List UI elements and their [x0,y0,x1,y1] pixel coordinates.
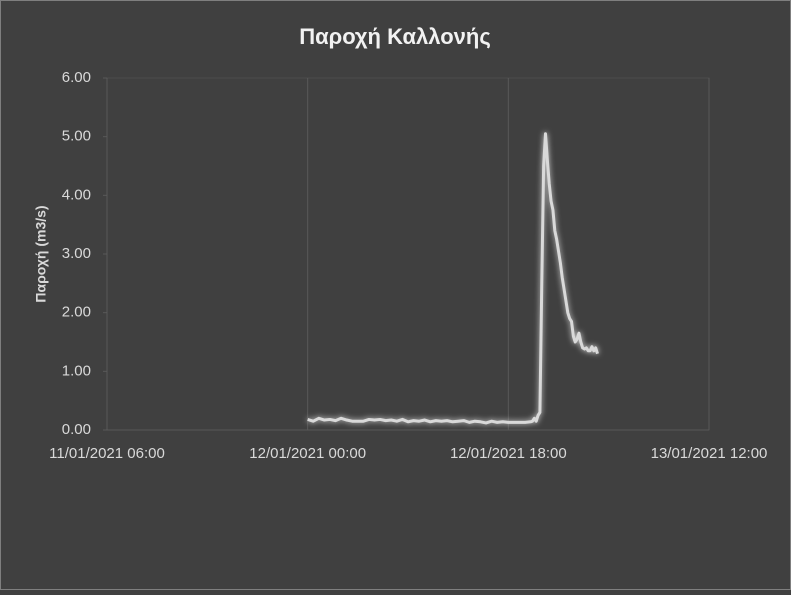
data-line [307,132,599,425]
y-tick-label: 5.00 [62,128,91,145]
y-tick-label: 6.00 [62,69,91,86]
y-axis-title: Παροχή (m3/s) [33,205,49,302]
y-tick-label: 1.00 [62,362,91,379]
x-tick-label: 12/01/2021 00:00 [249,445,366,462]
chart-title: Παροχή Καλλονής [299,24,491,49]
y-tick-label: 4.00 [62,186,91,203]
x-tick-label: 11/01/2021 06:00 [49,445,165,462]
y-tick-label: 3.00 [62,245,91,262]
x-tick-label: 13/01/2021 12:00 [651,445,768,462]
y-tick-label: 2.00 [62,304,91,321]
x-tick-label: 12/01/2021 18:00 [450,445,567,462]
y-tick-label: 0.00 [62,421,91,438]
